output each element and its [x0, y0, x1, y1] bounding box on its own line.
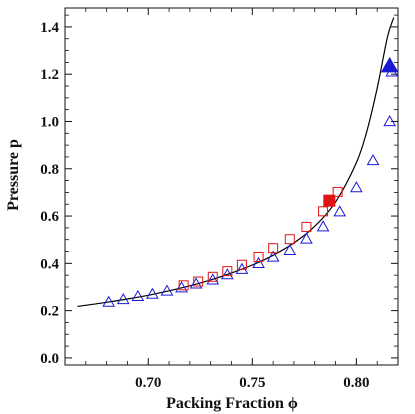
x-tick-label: 0.75 — [239, 375, 265, 391]
y-tick-label: 1.2 — [40, 67, 59, 83]
square-point — [222, 266, 233, 277]
y-axis-title: Pressure p — [5, 139, 22, 211]
ticks-layer — [65, 8, 399, 365]
triangle-point — [146, 287, 159, 299]
triangle-point — [160, 284, 174, 296]
highlight-square-point — [323, 194, 336, 207]
x-tick-label: 0.70 — [135, 375, 161, 391]
triangle-point — [283, 243, 297, 255]
y-tick-label: 1.4 — [40, 20, 59, 36]
square-point — [178, 280, 189, 291]
y-tick-label: 1.0 — [40, 114, 59, 130]
fit-curve — [77, 17, 395, 307]
square-point — [301, 221, 312, 232]
square-point — [284, 234, 295, 245]
triangle-point — [333, 205, 347, 217]
y-tick-label: 0.0 — [40, 351, 59, 367]
square-point — [268, 243, 279, 254]
x-axis-title: Packing Fraction ϕ — [166, 395, 298, 412]
y-tick-label: 0.6 — [40, 209, 59, 225]
triangle-point — [235, 262, 249, 274]
square-point — [207, 271, 218, 282]
triangle-point — [206, 273, 220, 285]
y-tick-label: 0.2 — [40, 304, 59, 320]
triangle-point — [116, 293, 130, 305]
curve-layer — [77, 17, 395, 307]
triangle-point — [252, 256, 265, 268]
triangle-point — [383, 114, 397, 127]
triangle-point — [102, 295, 116, 307]
x-tick-label: 0.80 — [343, 375, 369, 391]
square-point — [236, 259, 247, 270]
triangle-point — [350, 181, 363, 193]
markers-layer — [102, 56, 399, 307]
square-point — [318, 206, 329, 217]
y-tick-label: 0.8 — [40, 162, 59, 178]
labels-layer: 0.70 0.75 0.80 0.0 0.2 0.4 0.6 0.8 1.0 1.2 1.4 — [40, 20, 369, 391]
plot-frame — [64, 7, 399, 366]
triangle-point — [316, 220, 330, 232]
triangle-point — [266, 250, 280, 262]
y-tick-label: 0.4 — [40, 256, 59, 272]
highlight-triangle-point — [380, 56, 399, 73]
square-point — [253, 251, 264, 262]
square-point — [193, 276, 204, 287]
triangle-point — [300, 232, 313, 244]
triangle-point — [366, 153, 380, 166]
triangle-point — [131, 289, 145, 302]
triangle-point — [220, 268, 234, 280]
square-point — [332, 186, 343, 197]
